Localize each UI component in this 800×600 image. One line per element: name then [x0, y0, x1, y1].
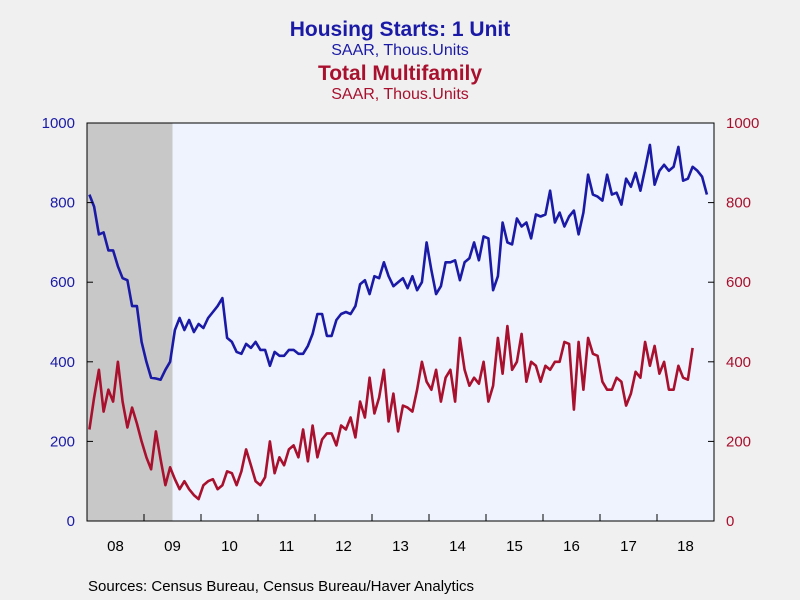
y-left-tick-label: 0 — [67, 513, 75, 530]
x-tick-label: 14 — [449, 538, 466, 555]
x-tick-label: 11 — [279, 538, 295, 555]
source-note: Sources: Census Bureau, Census Bureau/Ha… — [88, 578, 475, 595]
x-tick-label: 08 — [107, 538, 124, 555]
plot-frame — [86, 122, 715, 522]
y-left-tick-label: 200 — [50, 433, 75, 450]
x-tick-label: 10 — [221, 538, 238, 555]
y-right-tick-label: 0 — [726, 513, 734, 530]
y-right-tick-label: 400 — [726, 354, 751, 371]
x-tick-label: 17 — [620, 538, 637, 555]
series-line-2 — [88, 324, 694, 501]
y-right-tick-label: 800 — [726, 195, 751, 212]
x-tick-label: 18 — [677, 538, 694, 555]
y-right-tick-label: 200 — [726, 433, 751, 450]
x-tick-label: 15 — [506, 538, 523, 555]
series-line-1 — [88, 143, 709, 382]
y-left-tick-label: 800 — [50, 195, 75, 212]
x-tick-label: 12 — [335, 538, 352, 555]
y-left-tick-label: 400 — [50, 354, 75, 371]
y-right-tick-label: 1000 — [726, 115, 759, 132]
series2-subtitle: SAAR, Thous.Units — [331, 86, 469, 103]
x-tick-label: 09 — [164, 538, 181, 555]
series2-title: Total Multifamily — [317, 62, 483, 85]
series1-subtitle: SAAR, Thous.Units — [331, 42, 469, 59]
y-left-tick-label: 1000 — [42, 115, 75, 132]
chart-titles: Housing Starts: 1 Unit SAAR, Thous.Units… — [0, 18, 800, 104]
x-tick-label: 16 — [563, 538, 580, 555]
y-left-tick-label: 600 — [50, 274, 75, 291]
series1-title: Housing Starts: 1 Unit — [289, 18, 511, 41]
x-tick-label: 13 — [392, 538, 409, 555]
y-right-tick-label: 600 — [726, 274, 751, 291]
recession-shading — [87, 123, 173, 521]
